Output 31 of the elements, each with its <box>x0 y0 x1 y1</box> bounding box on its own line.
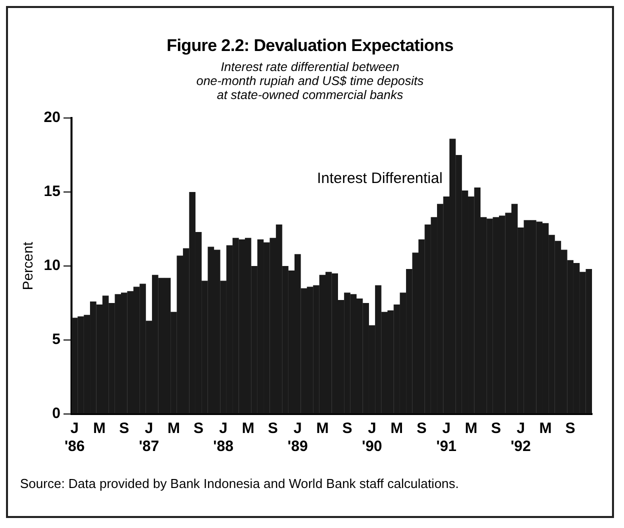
x-tick-label: S <box>342 420 352 438</box>
x-tick-label: J '92 <box>510 420 531 456</box>
x-tick-label: S <box>565 420 576 438</box>
x-tick-label: M <box>539 420 552 438</box>
x-tick-label: J '88 <box>213 420 234 456</box>
x-tick-label: S <box>268 420 278 438</box>
x-tick-label: S <box>416 420 427 438</box>
y-tick-label: 15 <box>44 183 60 200</box>
series-label: Interest Differential <box>316 170 443 187</box>
source-note: Source: Data provided by Bank Indonesia and World Bank staff calculations. <box>20 476 459 491</box>
x-tick-label: J '90 <box>362 420 382 456</box>
x-tick-label: J '89 <box>288 420 308 456</box>
x-tick-label: J '91 <box>436 420 457 456</box>
x-tick-label: J '86 <box>64 420 85 456</box>
y-tick-label: 5 <box>52 331 60 348</box>
chart-subtitle: Interest rate differential between one-month rupiah and US$ time deposits at state-owned commercial banks <box>195 60 425 102</box>
x-tick-label: S <box>490 420 501 438</box>
chart-title: Figure 2.2: Devaluation Expectations <box>166 36 454 56</box>
y-axis-title: Percent <box>19 242 36 290</box>
x-tick-label: M <box>316 420 329 438</box>
y-tick-label: 20 <box>44 109 60 126</box>
x-tick-label: J '87 <box>138 420 160 456</box>
x-tick-label: M <box>464 420 478 438</box>
y-tick-label: 10 <box>44 257 60 274</box>
y-tick-label: 0 <box>52 405 60 422</box>
x-tick-label: M <box>242 420 254 438</box>
x-tick-label: M <box>390 420 404 438</box>
x-tick-label: S <box>194 420 204 438</box>
x-tick-label: M <box>93 420 106 438</box>
x-tick-label: M <box>167 420 180 438</box>
x-tick-label: S <box>119 420 130 438</box>
